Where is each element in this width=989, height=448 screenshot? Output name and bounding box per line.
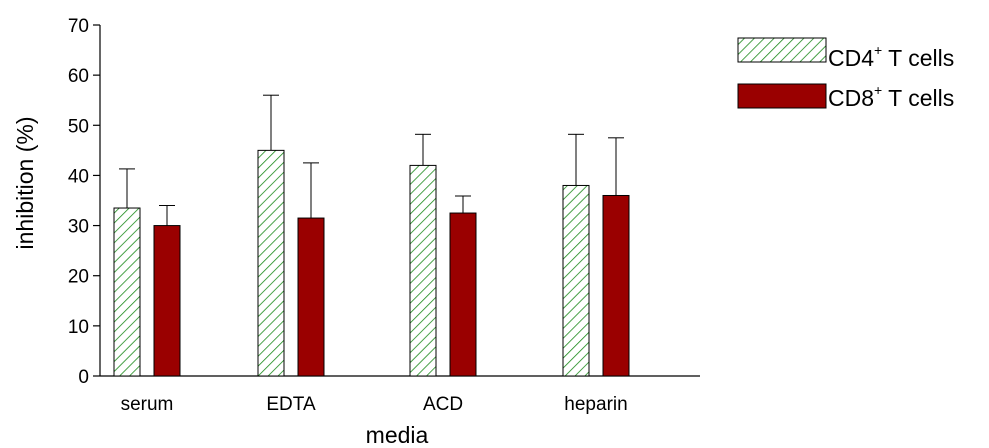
x-tick-label-heparin: heparin bbox=[564, 394, 627, 415]
y-tick-label-50: 50 bbox=[68, 116, 89, 137]
x-tick-label-EDTA: EDTA bbox=[266, 394, 316, 415]
legend-item-cd4: CD4+ T cells bbox=[737, 37, 954, 71]
x-tick-label-ACD: ACD bbox=[423, 394, 463, 415]
x-axis-title: media bbox=[366, 422, 429, 448]
legend-label-cd4: CD4+ T cells bbox=[828, 42, 954, 71]
bar-heparin-cd4 bbox=[562, 184, 590, 377]
y-tick-label-60: 60 bbox=[68, 66, 89, 87]
x-tick-label-serum: serum bbox=[121, 394, 174, 415]
bar-EDTA-cd8 bbox=[297, 217, 325, 377]
legend-swatch-cd4 bbox=[737, 37, 827, 63]
y-tick-label-40: 40 bbox=[68, 166, 89, 187]
y-tick-label-30: 30 bbox=[68, 217, 89, 238]
bar-serum-cd8 bbox=[153, 225, 181, 377]
bar-heparin-cd8 bbox=[602, 194, 630, 377]
legend-item-cd8: CD8+ T cells bbox=[737, 82, 954, 111]
y-tick-label-70: 70 bbox=[68, 16, 89, 37]
y-tick-label-10: 10 bbox=[68, 317, 89, 338]
y-tick-label-20: 20 bbox=[68, 267, 89, 288]
bar-EDTA-cd4 bbox=[257, 149, 285, 377]
legend-swatch-cd8 bbox=[737, 83, 827, 109]
legend-label-cd8: CD8+ T cells bbox=[828, 82, 954, 111]
y-axis-title: inhibition (%) bbox=[12, 117, 38, 250]
bar-ACD-cd4 bbox=[409, 164, 437, 377]
bar-ACD-cd8 bbox=[449, 212, 477, 377]
legend: CD4+ T cells CD8+ T cells bbox=[737, 37, 954, 111]
y-tick-label-0: 0 bbox=[78, 367, 89, 388]
bar-serum-cd4 bbox=[113, 207, 141, 377]
